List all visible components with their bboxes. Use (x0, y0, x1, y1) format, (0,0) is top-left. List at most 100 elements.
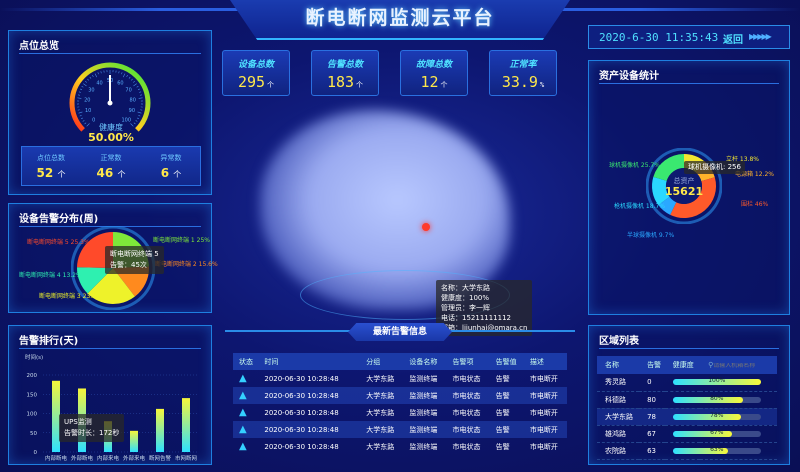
warning-icon: ▲ (239, 390, 247, 401)
pie-slice[interactable] (113, 266, 149, 297)
table-cell: 市电状态 (452, 374, 481, 383)
y-tick-label: 200 (27, 373, 38, 379)
gauge-tick (136, 85, 139, 88)
panel-title: 设备告警分布(周) (19, 214, 99, 225)
divider (19, 53, 201, 54)
column-header: 设备名称 (403, 353, 447, 370)
location-marker[interactable] (422, 223, 430, 231)
pie-slice[interactable] (658, 196, 677, 215)
kpi-unit: 个 (356, 81, 364, 89)
table-row[interactable]: ▲ 2020-06-30 10:28:48 大学东路 监测终端 市电状态 告警 市电断开 (233, 421, 567, 438)
table-row[interactable]: ▲ 2020-06-30 10:28:48 大学东路 监测终端 市电状态 告警 市电断开 (233, 438, 567, 455)
gauge-tick (83, 83, 87, 87)
gauge-tick-label: 60 (117, 81, 123, 87)
pie-slice[interactable] (77, 267, 113, 294)
table-row[interactable]: ▲ 2020-06-30 10:28:48 大学东路 监测终端 市电状态 告警 市电断开 (233, 387, 567, 404)
region-name: 雄鸿路 (597, 425, 640, 443)
health-bar: 63% (672, 446, 761, 454)
health-text: 78% (710, 411, 724, 419)
donut-label: 半球摄像机 9.7% (627, 232, 675, 239)
kpi-label: 设备总数 (237, 60, 274, 70)
table-cell: 监测终端 (409, 374, 438, 383)
stat-label: 异常数 (160, 154, 182, 162)
warning-icon: ▲ (239, 424, 247, 435)
pie-slice[interactable] (670, 177, 716, 218)
stat-item: 点位总数 52 个 (21, 146, 81, 186)
tooltip-name: UPS监测 (64, 418, 92, 426)
region-row[interactable]: 雄鸿路 67 67% (597, 425, 777, 443)
tooltip-value: 256 (727, 163, 741, 171)
pie-slice[interactable] (87, 268, 135, 304)
divider (19, 348, 201, 349)
table-cell: 监测终端 (403, 421, 447, 438)
datetime: 2020-6-30 11:35:43 (599, 31, 719, 44)
divider (599, 83, 779, 84)
region-row[interactable]: 秀灵路 0 100% (597, 374, 777, 392)
pie-slice[interactable] (652, 176, 670, 206)
region-alarms: 80 (639, 391, 665, 409)
table-cell: 大学东路 (366, 408, 395, 417)
kpi-unit: 个 (267, 81, 275, 89)
gauge-hub (107, 100, 113, 106)
gauge-tick-label: 80 (130, 97, 136, 103)
region-row[interactable]: 农院路 63 63% (597, 442, 777, 460)
gauge-value: 50.00% (88, 131, 134, 144)
map-tooltip-line: 管理员：李一辉 (441, 304, 490, 312)
region-row[interactable]: 大学东路 78 78% (597, 408, 777, 426)
gauge-tick (80, 117, 83, 120)
gauge-tick (86, 123, 90, 127)
bar[interactable] (156, 408, 164, 452)
table-cell: 监测终端 (403, 387, 447, 404)
gauge-tick (77, 97, 82, 99)
region-name: 秀灵路 (597, 374, 640, 392)
search-input[interactable] (713, 363, 764, 369)
table-cell: 告警 (495, 408, 510, 417)
bar[interactable] (52, 380, 60, 452)
pie-slice[interactable] (653, 154, 684, 181)
col-name: 名称 (597, 356, 640, 374)
gauge-tick (137, 117, 140, 120)
x-tick-label: 市网断网 (175, 454, 198, 462)
gauge-tick-label: 10 (85, 108, 91, 114)
table-cell: 2020-06-30 10:28:48 (258, 421, 361, 438)
donut-label: 立杆 13.8% (726, 156, 759, 163)
table-cell: 市电断开 (529, 374, 558, 383)
pie-label: 断电断网终端 4 13.2% (19, 272, 82, 279)
stat-unit: 个 (173, 170, 182, 179)
bar[interactable] (130, 430, 138, 452)
alarm-distribution-panel: 设备告警分布(周) 断电断网终端 1 25% 断电断网终端 2 15.6% 断电断网… (8, 203, 218, 313)
gauge-tick-label: 70 (125, 87, 131, 93)
table-row[interactable]: ▲ 2020-06-30 10:28:48 大学东路 监测终端 市电状态 告警 市电断开 (233, 404, 567, 421)
gauge-tick (94, 73, 98, 78)
overview-panel: 点位总览 0102030405060708090100 健康度 50.00% 点… (8, 30, 212, 195)
gauge-tick (139, 91, 142, 93)
search-icon: ⚲ (708, 361, 714, 369)
gauge-tick (135, 120, 138, 122)
region-alarms: 67 (639, 425, 665, 443)
gauge-tick (126, 74, 128, 77)
pie-tooltip: 断电断网终端 5 告警：45次 (105, 246, 164, 274)
table-row[interactable]: ▲ 2020-06-30 10:28:48 大学东路 监测终端 市电状态 告警 市电断开 (233, 370, 567, 387)
table-cell: 告警 (489, 421, 524, 438)
table-cell: 大学东路 (360, 387, 404, 404)
gauge-label: 健康度 (99, 123, 123, 132)
bar[interactable] (182, 398, 190, 452)
donut-hole (666, 168, 702, 204)
gauge-tick-label: 0 (92, 117, 95, 123)
gauge-tick (130, 123, 134, 127)
gauge-tick (87, 78, 89, 81)
kpi-value: 295 (237, 73, 266, 91)
region-row[interactable]: 科德路 80 80% (597, 391, 777, 409)
health-bar: 78% (672, 411, 761, 420)
pie-slice[interactable] (77, 232, 113, 268)
pie-label: 断电断网终端 5 25.3% (27, 239, 90, 246)
region-name: 大学东路 (597, 408, 640, 426)
gauge-tick-label: 90 (129, 108, 135, 114)
column-header: 告警项 (446, 353, 490, 370)
gauge-tick (79, 115, 82, 117)
back-button[interactable]: 返回 (723, 35, 743, 46)
page-title: 断电断网监测云平台 (305, 7, 495, 29)
gauge-tick (133, 83, 137, 87)
pie-label: 断电断网终端 1 25% (153, 237, 210, 244)
